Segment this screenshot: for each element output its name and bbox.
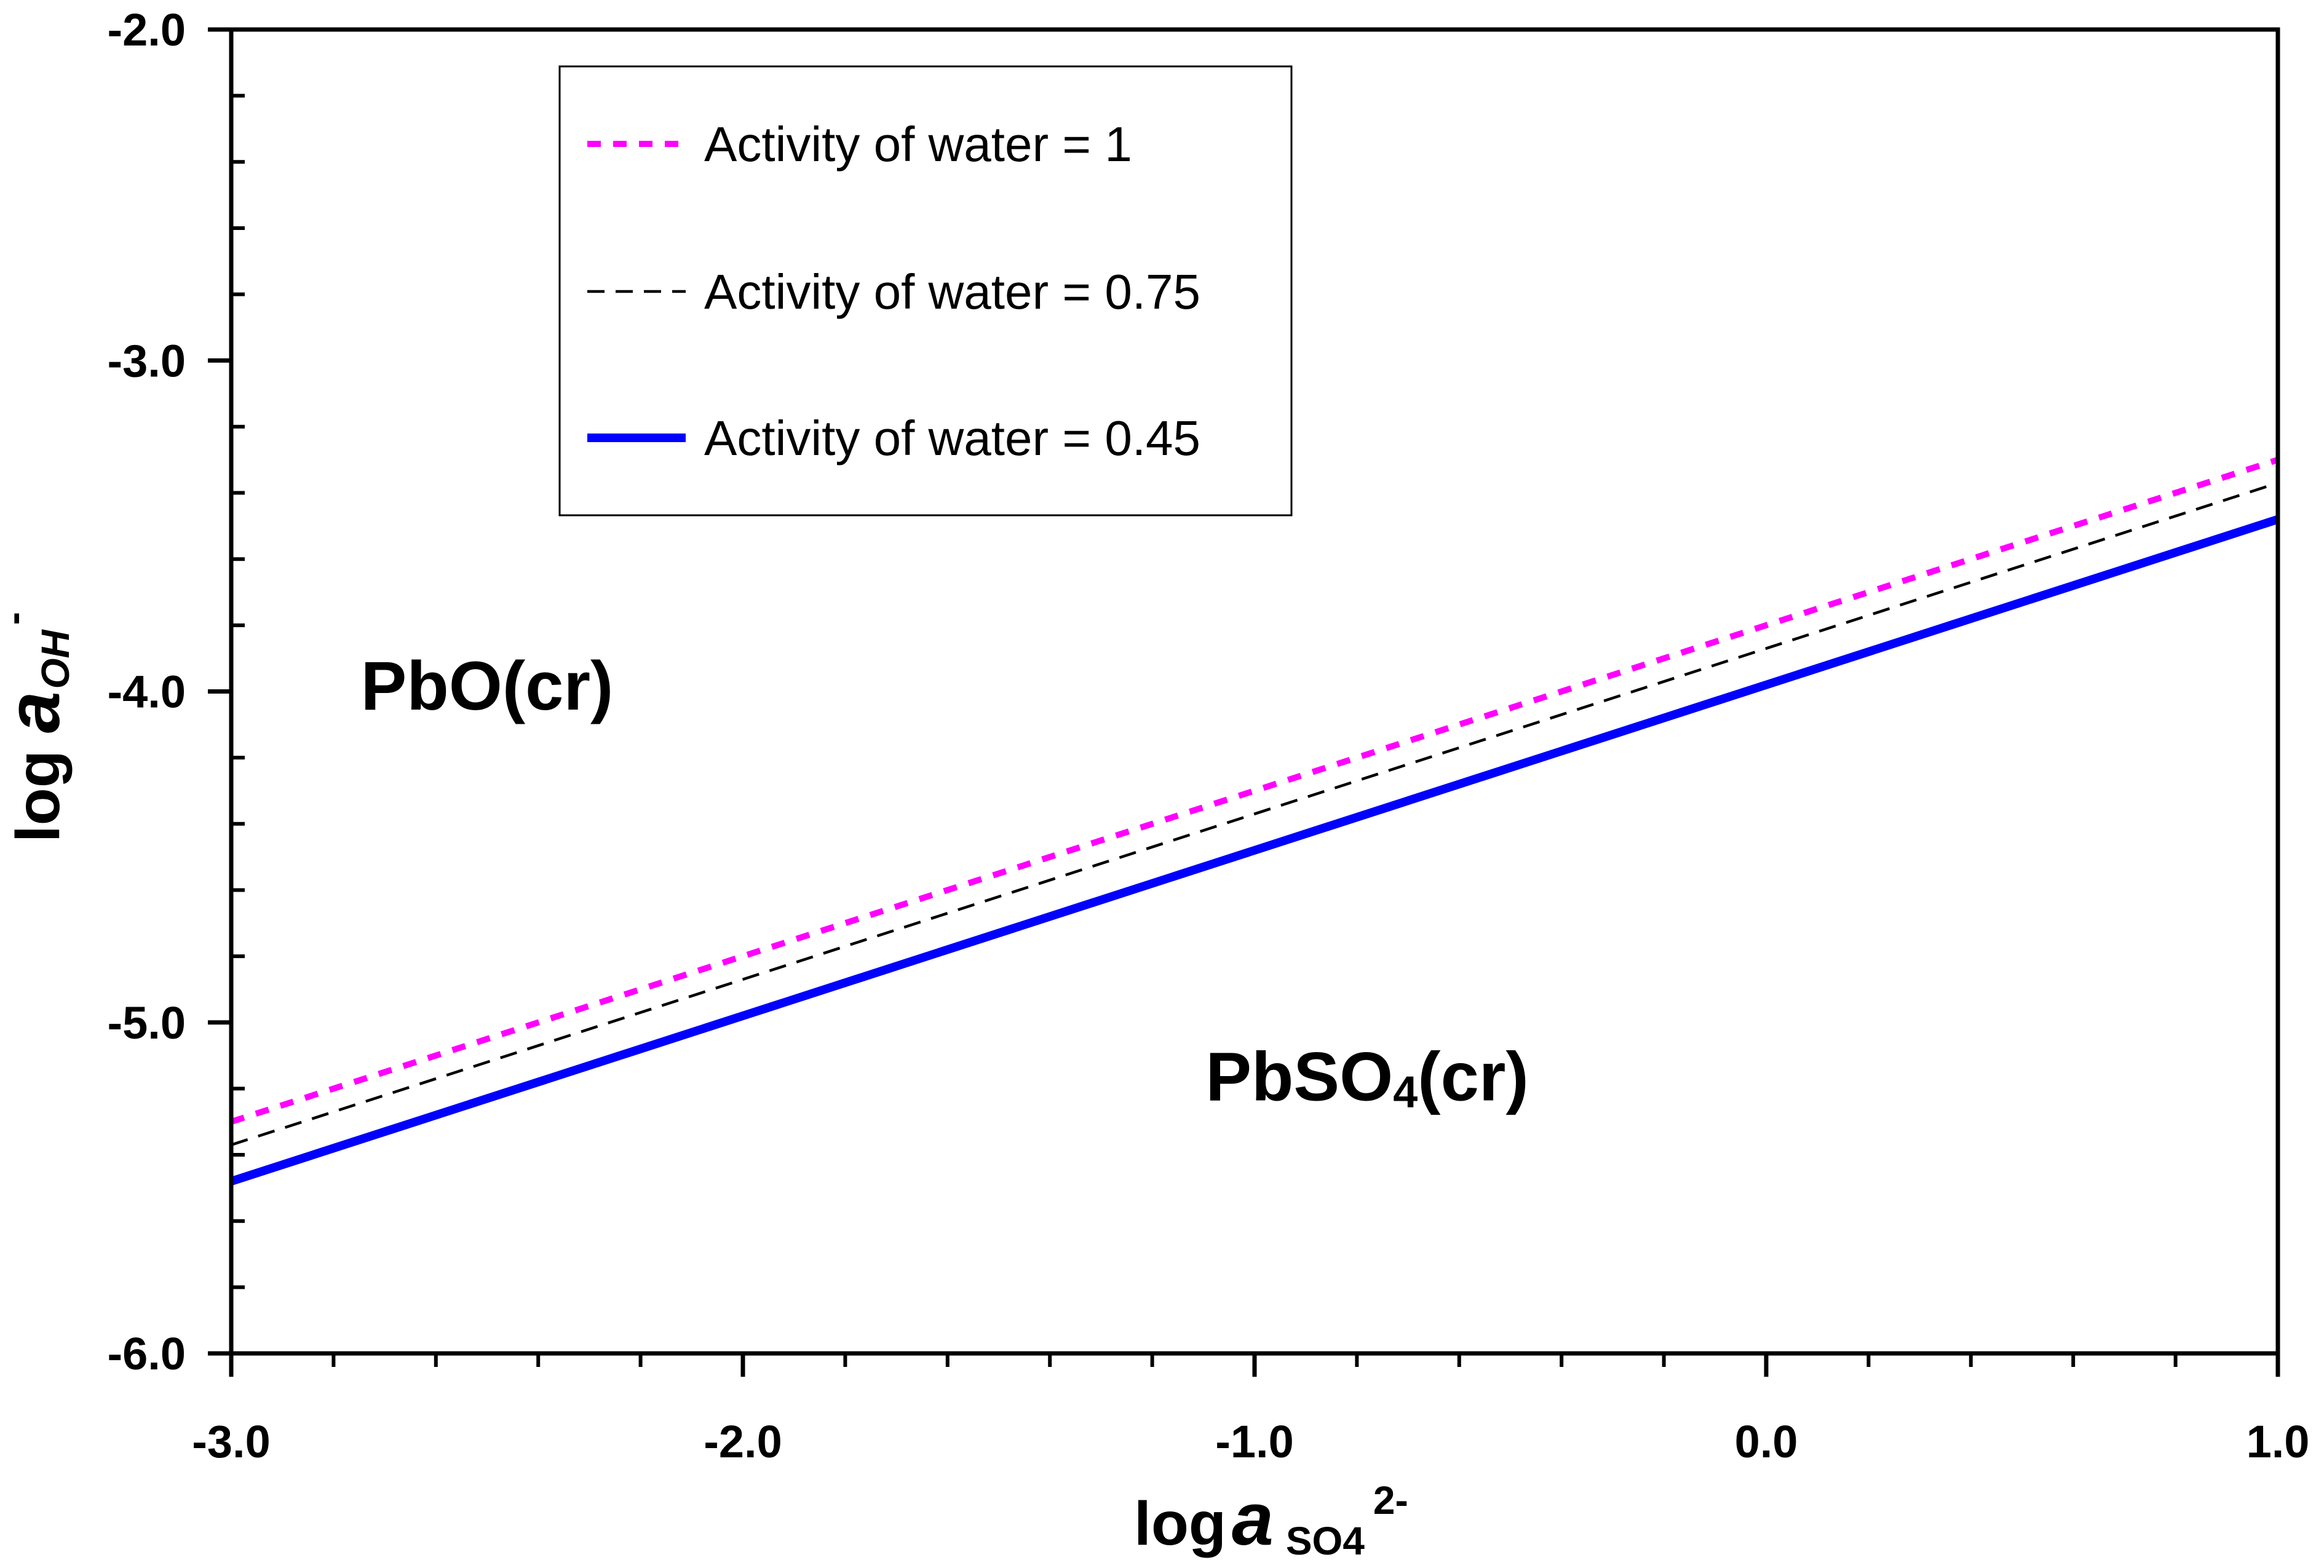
- x-tick-label: -1.0: [1215, 1416, 1294, 1467]
- series-line-0: [230, 456, 2279, 1125]
- region-label-pbso4-main: PbSO: [1205, 1038, 1393, 1115]
- major-ticks: [208, 27, 2280, 1377]
- y-axis-title-superscript: -: [0, 612, 36, 625]
- x-tick-label: 1.0: [2247, 1416, 2310, 1467]
- x-axis-title-subscript: SO4: [1286, 1519, 1365, 1563]
- region-label-pbo: PbO(cr): [361, 647, 614, 724]
- legend-label-water-0-45: Activity of water = 0.45: [704, 411, 1200, 465]
- minor-ticks: [231, 93, 2178, 1367]
- y-axis-title-subscript: OH: [33, 629, 77, 689]
- x-tick-label: -3.0: [192, 1416, 271, 1467]
- x-axis-title: a SO42-: [1232, 1477, 1408, 1563]
- y-tick-labels: -2.0 -3.0 -4.0 -5.0 -6.0: [107, 4, 186, 1379]
- y-axis-title: log aOH -: [0, 612, 77, 842]
- legend-label-water-0-75: Activity of water = 0.75: [704, 264, 1200, 319]
- legend-label-water-1: Activity of water = 1: [704, 117, 1132, 172]
- x-axis-title-italic: a: [1232, 1477, 1274, 1561]
- series-layer: [229, 456, 2280, 1186]
- x-tick-label: -2.0: [704, 1416, 782, 1467]
- x-axis-title-superscript: 2-: [1373, 1478, 1408, 1522]
- region-label-pbso4: PbSO4(cr): [1205, 1038, 1528, 1117]
- y-axis-title-italic: a: [0, 691, 75, 733]
- y-tick-label: -2.0: [107, 4, 186, 55]
- x-axis-title-prefix: log: [1134, 1489, 1226, 1558]
- region-label-pbso4-subscript: 4: [1393, 1068, 1418, 1117]
- y-tick-label: -4.0: [107, 667, 186, 718]
- series-line-2: [229, 515, 2280, 1186]
- y-axis-title-prefix: log: [4, 733, 73, 842]
- y-tick-label: -3.0: [107, 335, 186, 386]
- region-label-pbso4-tail: (cr): [1418, 1038, 1528, 1115]
- x-tick-label: 0.0: [1735, 1416, 1798, 1467]
- x-tick-labels: -3.0 -2.0 -1.0 0.0 1.0: [192, 1416, 2309, 1467]
- series-line-1: [231, 481, 2278, 1147]
- y-tick-label: -6.0: [107, 1328, 186, 1379]
- y-tick-label: -5.0: [107, 997, 186, 1048]
- y-axis-title-group: log aOH -: [0, 612, 77, 842]
- legend: Activity of water = 1 Activity of water …: [558, 65, 1293, 517]
